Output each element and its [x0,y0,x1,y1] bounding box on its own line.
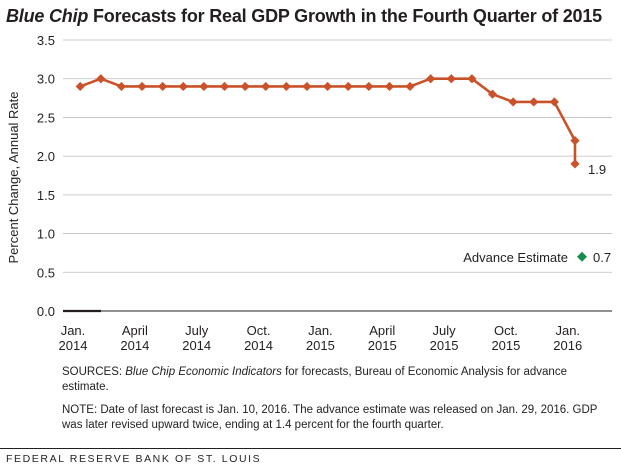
forecast-point [323,81,333,92]
x-tick-label-month: Oct. [494,323,518,338]
forecast-point [426,74,436,84]
y-tick-label: 1.0 [37,227,55,242]
x-tick-label-year: 2014 [244,338,273,353]
x-tick-label-year: 2015 [306,338,335,353]
x-tick-label-month: July [433,323,457,338]
forecast-point [219,81,230,92]
y-axis-label: Percent Change, Annual Rate [6,91,21,263]
forecast-point [302,81,312,92]
x-tick-label-year: 2015 [430,338,459,353]
forecast-point [116,81,127,92]
forecast-point [343,81,353,92]
forecast-point [178,81,188,92]
y-tick-label: 3.5 [37,33,55,48]
forecast-last-value-label: 1.9 [588,162,606,177]
x-tick-label-month: April [369,323,395,338]
advance-estimate-value-label: 0.7 [593,250,611,265]
forecast-point [96,74,106,84]
forecast-point [508,97,518,107]
forecast-point [487,89,498,99]
chart-title-rest: Forecasts for Real GDP Growth in the Fou… [88,6,602,26]
x-tick-label-month: Oct. [247,323,271,338]
y-tick-label: 0.0 [37,304,55,319]
forecast-point [446,74,456,84]
sources-note: SOURCES: Blue Chip Economic Indicators f… [62,365,607,395]
forecast-point [467,74,477,84]
forecast-point [570,136,580,146]
forecast-point [281,81,291,92]
grid-layer [63,39,612,273]
label-layer: 1.9 Advance Estimate 0.7 [463,162,611,265]
advance-estimate-point [577,251,587,262]
x-tick-label-month: Jan. [61,323,86,338]
forecast-point [137,81,147,92]
forecast-point [364,81,374,92]
x-tick-label-year: 2016 [553,338,582,353]
x-tick-label-month: Jan. [555,323,580,338]
y-tick-label: 0.5 [37,265,55,280]
footer-rule [0,448,621,449]
series-layer [75,74,587,262]
y-tick-label: 2.5 [37,110,55,125]
x-tick-label-year: 2014 [120,338,149,353]
forecast-point [158,81,168,92]
x-tick-label-year: 2014 [182,338,211,353]
forecast-point [75,81,85,92]
forecast-point [549,97,559,107]
x-tick-label-year: 2015 [368,338,397,353]
chart-title-italic: Blue Chip [6,6,89,26]
x-tick-label-year: 2014 [59,338,88,353]
sources-prefix: SOURCES: [62,366,126,378]
forecast-point [405,81,415,92]
y-tick-label: 1.5 [37,188,55,203]
forecast-point [199,81,209,92]
forecast-point [261,81,271,92]
footer-text: FEDERAL RESERVE BANK OF ST. LOUIS [6,453,262,465]
forecast-point [384,81,395,92]
x-tick-label-year: 2015 [491,338,520,353]
sources-rest: for forecasts, Bureau of Economic Analys… [62,366,567,393]
forecast-point [570,159,580,169]
forecast-point [240,81,250,92]
chart-svg: 0.00.51.01.52.02.53.03.5Jan.2014April201… [6,33,612,353]
x-tick-label-month: Jan. [308,323,333,338]
x-tick-label-month: April [122,323,148,338]
x-tick-label-month: July [185,323,209,338]
forecast-line [79,77,577,164]
forecast-point [529,97,539,107]
y-tick-label: 2.0 [37,149,55,164]
y-tick-label: 3.0 [37,72,55,87]
advance-estimate-label: Advance Estimate [463,250,568,265]
sources-italic: Blue Chip Economic Indicators [125,366,282,378]
axis-layer: 0.00.51.01.52.02.53.03.5Jan.2014April201… [6,33,612,353]
note-text: NOTE: Date of last forecast is Jan. 10, … [62,404,598,431]
chart-title: Blue Chip Forecasts for Real GDP Growth … [6,6,602,27]
